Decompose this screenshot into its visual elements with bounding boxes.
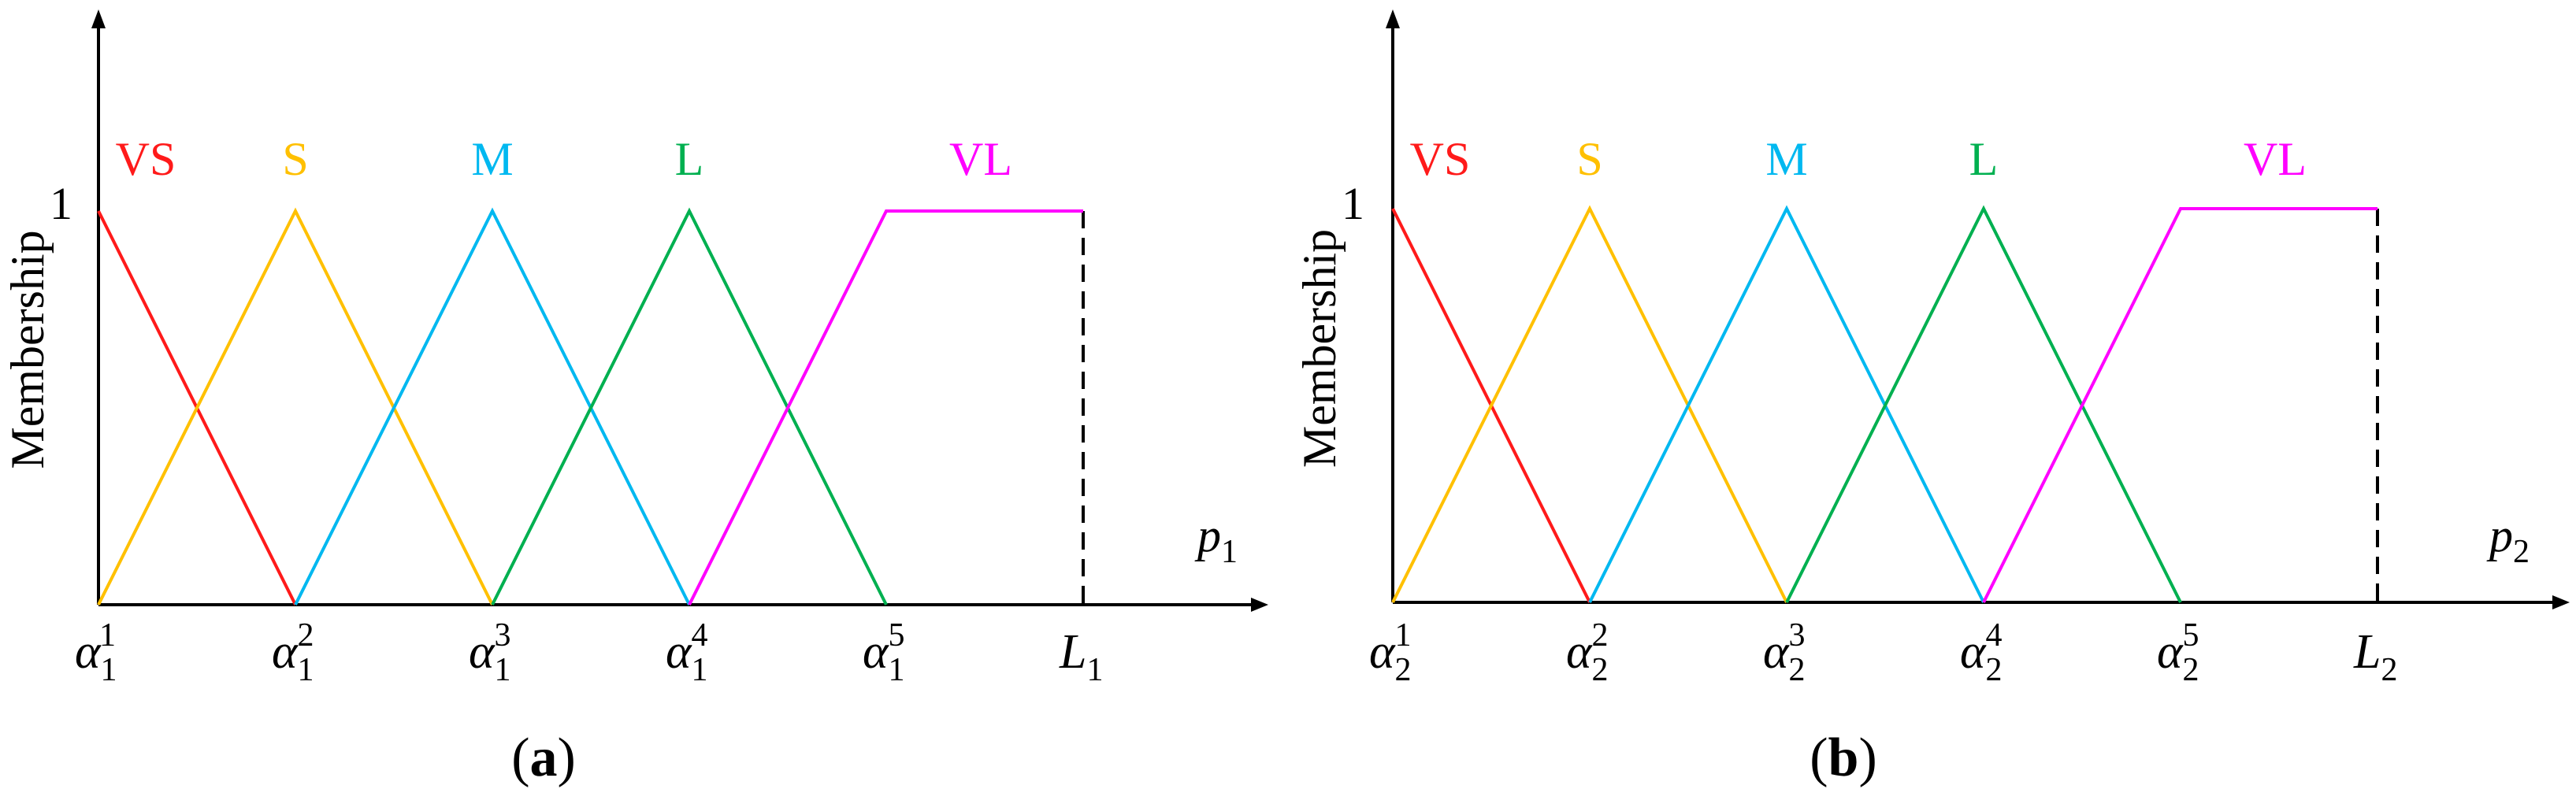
x-tick-label: α25 <box>2157 617 2199 688</box>
x-tick-label: α13 <box>469 617 511 688</box>
x-axis-arrow <box>2552 595 2570 609</box>
panel-label: (a) <box>511 728 576 788</box>
series-label-l: L <box>1969 133 1999 185</box>
series-line-l <box>1785 205 2182 603</box>
series-line-l <box>491 207 888 606</box>
series-label-m: M <box>471 133 513 185</box>
series-line-vl <box>1982 207 2377 603</box>
series-label-s: S <box>1576 133 1602 185</box>
series-line-s <box>1391 205 1788 603</box>
x-tick-label: L1 <box>1059 625 1103 688</box>
x-variable-label: p2 <box>2486 509 2530 570</box>
series-label-l: L <box>675 133 704 185</box>
series-label-vs: VS <box>1410 133 1471 185</box>
x-tick-label: α11 <box>75 617 116 688</box>
x-tick-label: α12 <box>272 617 314 688</box>
y-tick-label: 1 <box>1342 178 1364 229</box>
panel-label: (b) <box>1810 728 1877 788</box>
series-line-m <box>1588 205 1985 603</box>
x-tick-label: α22 <box>1566 617 1609 688</box>
series-label-s: S <box>282 133 308 185</box>
series-line-s <box>97 207 494 606</box>
x-tick-label: α14 <box>666 617 708 688</box>
y-axis-label: Membership <box>1294 229 1346 468</box>
x-tick-label: α15 <box>863 617 905 688</box>
x-tick-label: L2 <box>2353 625 2397 688</box>
series-line-m <box>294 207 691 606</box>
x-tick-label: α21 <box>1369 617 1412 688</box>
series-label-vs: VS <box>116 133 176 185</box>
series-label-vl: VL <box>2244 133 2307 185</box>
x-tick-label: α23 <box>1763 617 1806 688</box>
x-variable-label: p1 <box>1194 509 1238 570</box>
y-tick-label: 1 <box>50 178 72 229</box>
series-label-m: M <box>1765 133 1807 185</box>
y-axis-arrow <box>91 9 106 28</box>
x-axis-arrow <box>1251 598 1268 612</box>
y-axis-label: Membership <box>2 230 54 469</box>
series-line-vl <box>688 209 1083 606</box>
series-label-vl: VL <box>949 133 1012 185</box>
x-tick-label: α24 <box>1960 617 2003 688</box>
y-axis-arrow <box>1386 9 1400 28</box>
chart-panel-b: VS S M L VL 1 Membership p2 α21 α22 α23 α24 α25 L2 (b) <box>1292 0 2576 800</box>
chart-panel-a: VS S M L VL 1 Membership p1 α11 α12 α13 α14 α15 L1 (a) <box>0 0 1276 800</box>
